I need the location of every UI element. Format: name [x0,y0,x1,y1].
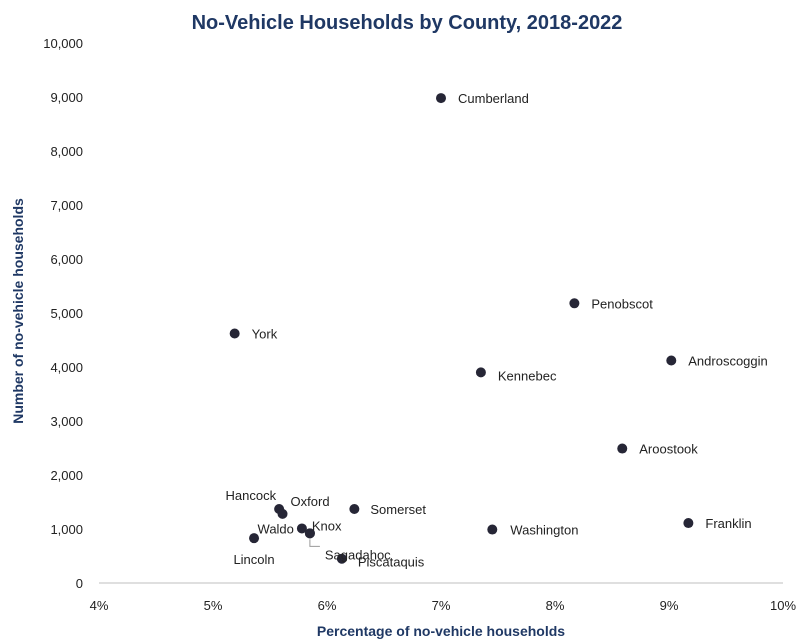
point-label: Piscataquis [358,555,425,570]
data-point [304,528,315,539]
point-label: Somerset [370,502,426,517]
data-point [349,504,360,515]
point-label: Franklin [705,516,751,531]
x-tick-label: 5% [204,598,223,613]
y-tick-label: 1,000 [50,522,83,537]
point-label: Hancock [226,488,277,503]
x-tick-label: 10% [770,598,796,613]
data-point [249,533,260,544]
x-tick-label: 4% [90,598,109,613]
x-tick-label: 6% [318,598,337,613]
leader-lines [309,539,320,547]
data-points [229,93,694,564]
x-tick-labels: 4% 5% 6% 7% 8% 9% 10% [90,598,797,613]
y-tick-label: 2,000 [50,468,83,483]
point-label: Sagadahoc [325,547,391,562]
point-label: Oxford [291,494,330,509]
point-labels: Cumberland Penobscot York Androscoggin Kenne… [226,91,768,570]
point-label: Penobscot [591,296,653,311]
point-label: York [252,327,278,342]
data-point [487,524,498,535]
y-tick-label: 3,000 [50,414,83,429]
x-axis-title: Percentage of no-vehicle households [317,623,565,639]
y-tick-label: 9,000 [50,90,83,105]
data-point [336,553,347,564]
y-tick-label: 10,000 [43,36,83,51]
point-label: Waldo [258,521,294,536]
x-tick-label: 7% [432,598,451,613]
y-tick-label: 6,000 [50,252,83,267]
point-label: Aroostook [639,442,698,457]
data-point [296,523,307,534]
point-label: Knox [312,518,342,533]
point-label: Cumberland [458,91,529,106]
y-tick-label: 5,000 [50,306,83,321]
data-point [436,93,446,104]
data-point [475,367,486,378]
data-point [683,518,694,529]
y-tick-label: 7,000 [50,198,83,213]
point-label: Androscoggin [688,354,768,369]
data-point [666,355,677,366]
data-point [229,328,240,339]
point-label: Washington [510,523,578,538]
x-tick-label: 8% [546,598,565,613]
point-label: Lincoln [233,552,274,567]
leader-line [309,539,320,547]
y-tick-label: 0 [76,576,83,591]
y-tick-labels: 0 1,000 2,000 3,000 4,000 5,000 6,000 7,000 8,00… [43,36,83,591]
x-tick-label: 9% [660,598,679,613]
data-point [617,443,628,454]
point-label: Kennebec [498,368,557,383]
y-tick-label: 4,000 [50,360,83,375]
y-axis-title: Number of no-vehicle households [10,198,26,424]
chart-title: No-Vehicle Households by County, 2018-20… [192,12,623,34]
data-point [277,508,288,519]
y-tick-label: 8,000 [50,144,83,159]
data-point [569,298,580,309]
